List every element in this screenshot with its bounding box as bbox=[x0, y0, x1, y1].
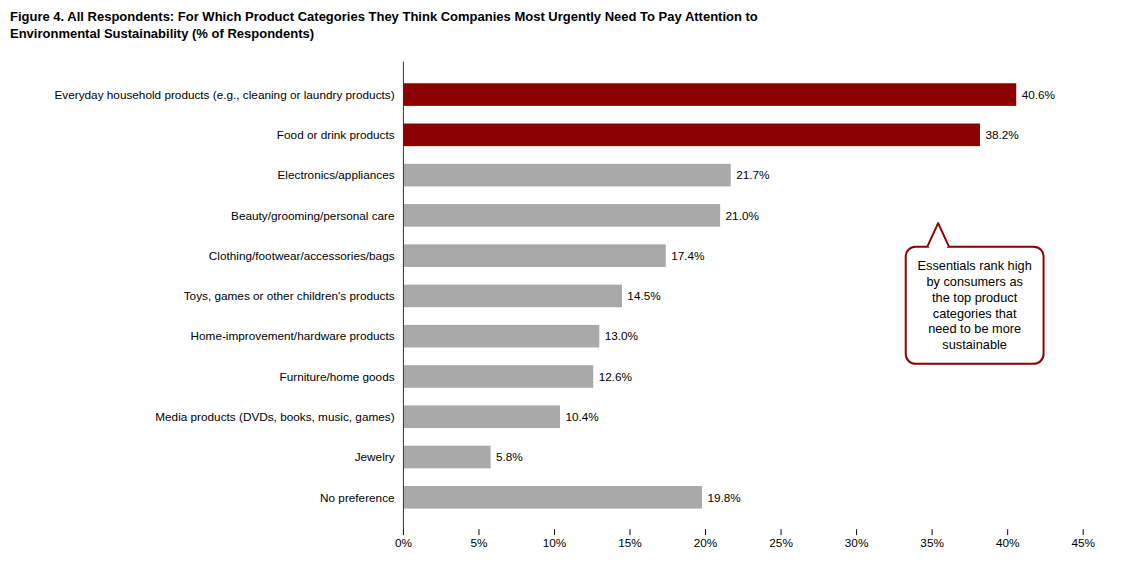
svg-text:13.0%: 13.0% bbox=[605, 329, 639, 342]
svg-text:30%: 30% bbox=[845, 536, 869, 549]
svg-text:35%: 35% bbox=[920, 536, 944, 549]
svg-text:Beauty/grooming/personal care: Beauty/grooming/personal care bbox=[231, 209, 395, 222]
svg-text:21.7%: 21.7% bbox=[736, 168, 770, 181]
svg-text:Everyday household products (e: Everyday household products (e.g., clean… bbox=[54, 88, 394, 101]
svg-text:Media products (DVDs, books, m: Media products (DVDs, books, music, game… bbox=[155, 410, 394, 423]
svg-text:19.8%: 19.8% bbox=[707, 491, 741, 504]
svg-text:17.4%: 17.4% bbox=[671, 249, 705, 262]
svg-text:15%: 15% bbox=[618, 536, 642, 549]
svg-text:No preference: No preference bbox=[320, 491, 395, 504]
svg-text:Electronics/appliances: Electronics/appliances bbox=[278, 168, 395, 181]
svg-text:Jewelry: Jewelry bbox=[355, 450, 395, 463]
svg-text:40.6%: 40.6% bbox=[1022, 88, 1056, 101]
svg-text:10%: 10% bbox=[543, 536, 567, 549]
svg-text:38.2%: 38.2% bbox=[985, 128, 1019, 141]
svg-text:Clothing/footwear/accessories/: Clothing/footwear/accessories/bags bbox=[209, 249, 395, 262]
svg-text:40%: 40% bbox=[996, 536, 1020, 549]
svg-text:20%: 20% bbox=[694, 536, 718, 549]
svg-text:25%: 25% bbox=[769, 536, 793, 549]
svg-text:5%: 5% bbox=[470, 536, 488, 549]
svg-text:14.5%: 14.5% bbox=[627, 289, 661, 302]
svg-text:Essentials rank highby consume: Essentials rank highby consumers asthe t… bbox=[918, 258, 1032, 352]
svg-text:5.8%: 5.8% bbox=[496, 450, 523, 463]
svg-text:45%: 45% bbox=[1071, 536, 1095, 549]
html-text:Figure 4. All Respondents: For: Figure 4. All Respondents: For Which Pro… bbox=[10, 9, 758, 24]
svg-text:21.0%: 21.0% bbox=[726, 209, 760, 222]
svg-text:12.6%: 12.6% bbox=[599, 370, 633, 383]
svg-text:Home-improvement/hardware prod: Home-improvement/hardware products bbox=[191, 329, 395, 342]
svg-text:0%: 0% bbox=[395, 536, 413, 549]
svg-text:Food or drink products: Food or drink products bbox=[277, 128, 395, 141]
svg-text:10.4%: 10.4% bbox=[565, 410, 599, 423]
svg-text:Toys, games or other children': Toys, games or other children's products bbox=[184, 289, 395, 302]
svg-text:Furniture/home goods: Furniture/home goods bbox=[279, 370, 394, 383]
html-text:Environmental Sustainability (: Environmental Sustainability (% of Respo… bbox=[10, 26, 315, 41]
